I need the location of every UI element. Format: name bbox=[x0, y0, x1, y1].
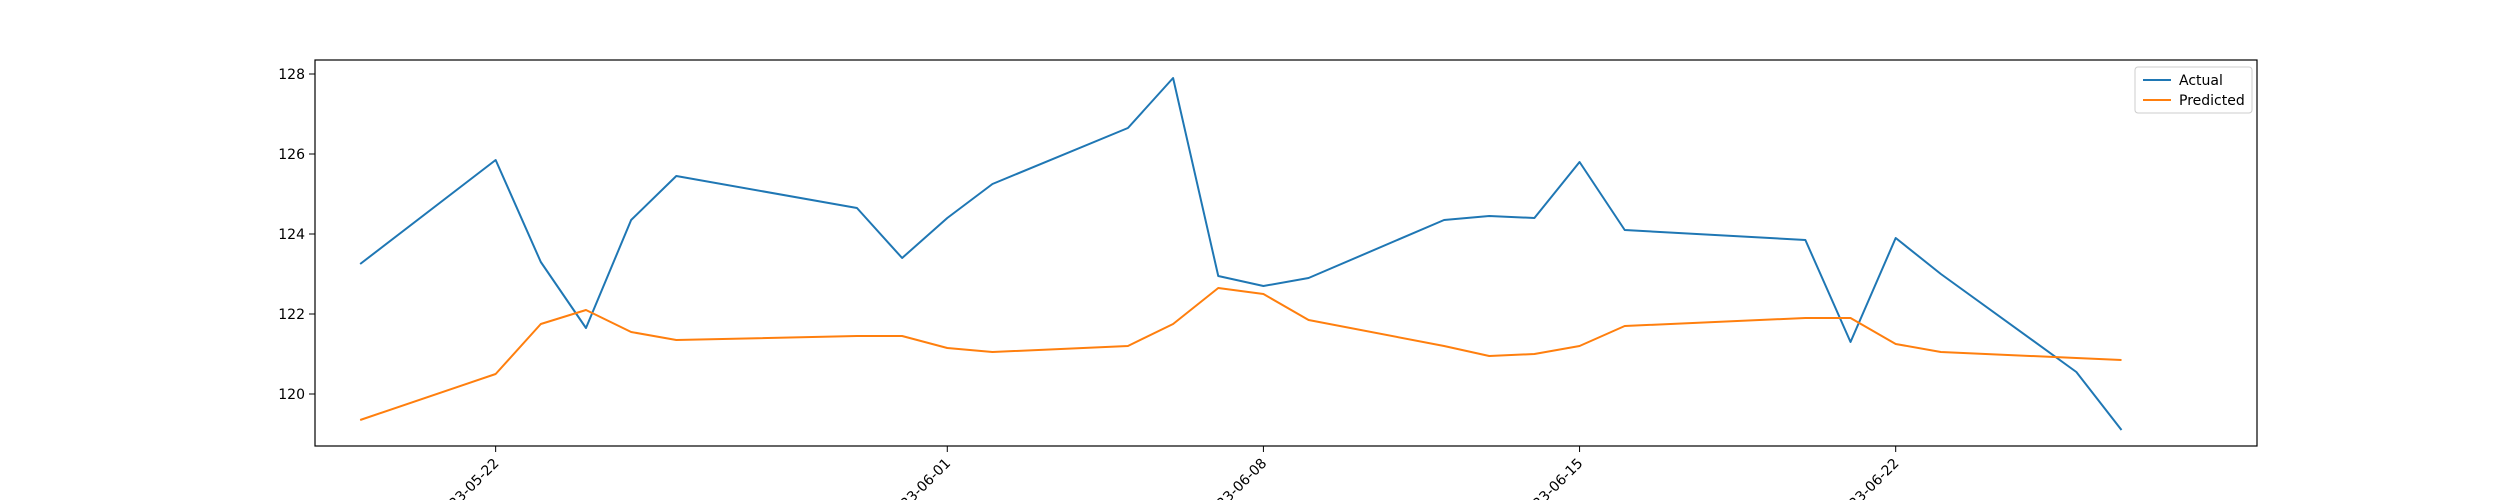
y-tick-label: 124 bbox=[278, 227, 305, 243]
x-tick-label: 2023-06-22 bbox=[1834, 456, 1903, 500]
legend-predicted-label: Predicted bbox=[2179, 93, 2245, 109]
x-tick-label: 2023-06-15 bbox=[1518, 456, 1587, 500]
series-line-actual bbox=[359, 77, 2123, 431]
plot-area-frame bbox=[314, 59, 2258, 447]
x-tick-label: 2023-06-08 bbox=[1201, 456, 1270, 500]
series-line-predicted bbox=[359, 287, 2122, 421]
legend-actual-label: Actual bbox=[2179, 73, 2223, 89]
x-tick-label: 2023-05-22 bbox=[434, 456, 503, 500]
y-tick-label: 126 bbox=[278, 147, 305, 163]
x-axis: 2023-05-22 2023-06-01 2023-06-08 2023-06-15… bbox=[434, 446, 1903, 500]
legend: Actual Predicted bbox=[2134, 66, 2253, 114]
y-axis: 120 122 124 126 128 bbox=[278, 67, 315, 403]
series-layer bbox=[359, 77, 2123, 431]
y-tick-label: 128 bbox=[278, 67, 305, 83]
legend-box bbox=[2134, 66, 2253, 114]
y-tick-label: 122 bbox=[278, 307, 305, 323]
x-tick-label: 2023-06-01 bbox=[885, 456, 954, 500]
y-tick-label: 120 bbox=[278, 387, 305, 403]
